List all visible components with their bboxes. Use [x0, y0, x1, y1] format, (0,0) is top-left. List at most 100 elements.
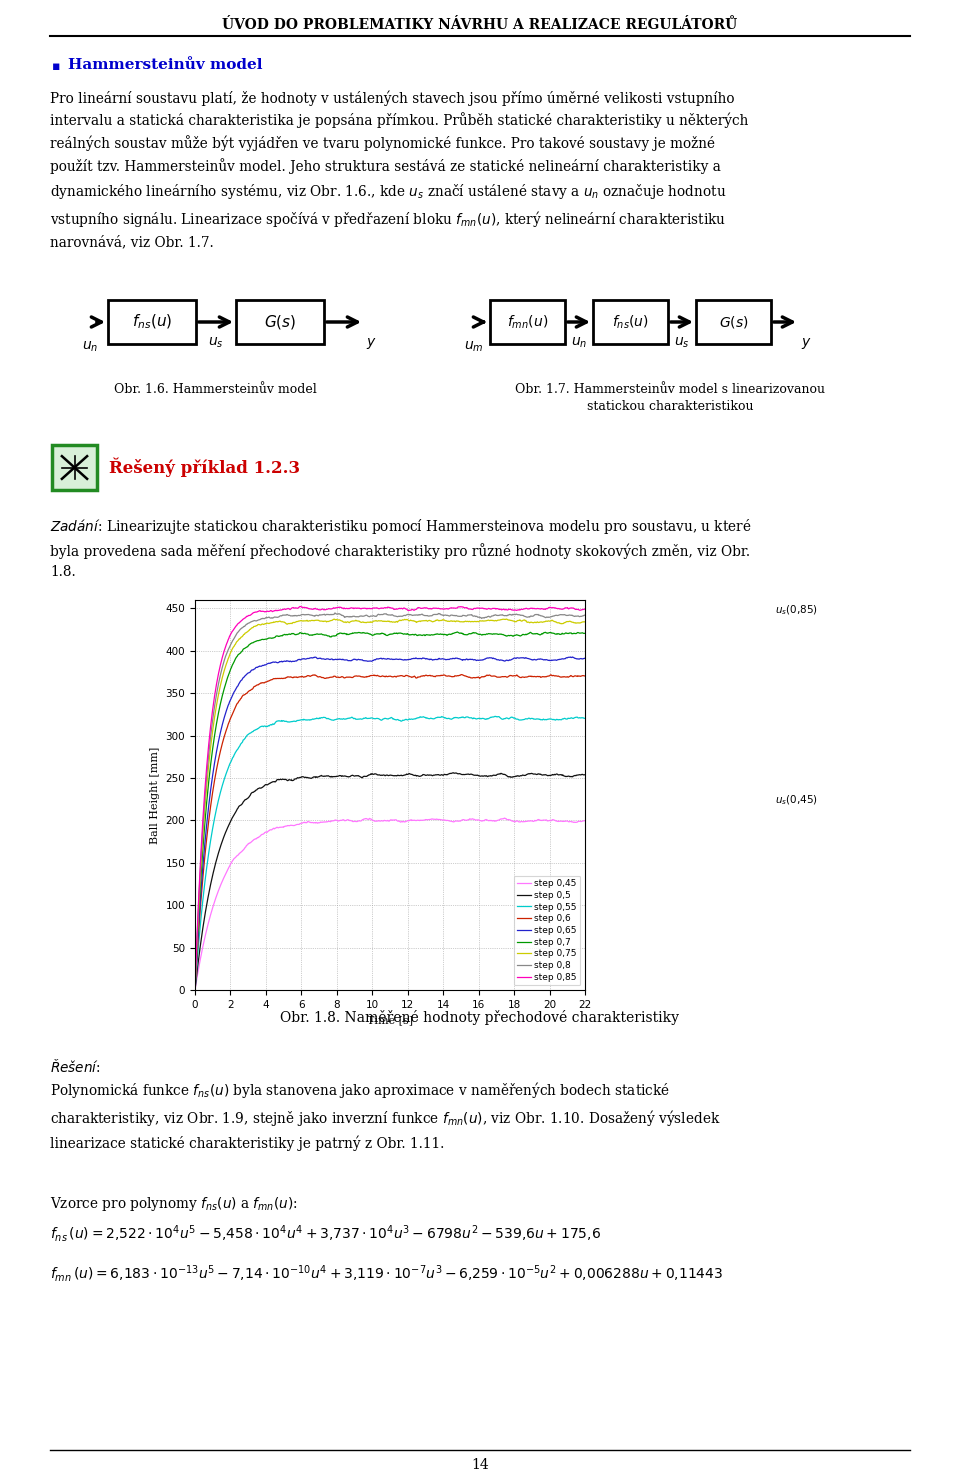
step 0,5 — [258, 777, 270, 794]
Line: step 0,8: step 0,8 — [195, 614, 585, 990]
step 0,45 — [449, 812, 461, 830]
step 0,45 — [189, 981, 201, 999]
Text: $u_n$: $u_n$ — [571, 336, 588, 350]
step 0,45 — [420, 811, 431, 828]
step 0,45 — [258, 824, 270, 842]
step 0,65 — [579, 649, 590, 667]
Text: 14: 14 — [471, 1458, 489, 1472]
Line: step 0,65: step 0,65 — [195, 657, 585, 990]
Text: $f_{ns}\,(u) = 2{,}522 \cdot 10^4 u^5 - 5{,}458 \cdot 10^4 u^4 + 3{,}737 \cdot 1: $f_{ns}\,(u) = 2{,}522 \cdot 10^4 u^5 - … — [50, 1223, 601, 1243]
step 0,8 — [189, 981, 201, 999]
step 0,55 — [366, 708, 377, 726]
step 0,8 — [329, 605, 341, 622]
step 0,45 — [290, 817, 301, 834]
Text: $f_{mn}\,(u) = 6{,}183 \cdot 10^{-13} u^5 - 7{,}14 \cdot 10^{-10} u^4 + 3{,}119 : $f_{mn}\,(u) = 6{,}183 \cdot 10^{-13} u^… — [50, 1263, 723, 1283]
step 0,7 — [366, 625, 377, 643]
step 0,65 — [566, 648, 578, 665]
step 0,85 — [420, 599, 431, 617]
step 0,7 — [484, 625, 495, 643]
step 0,5 — [366, 765, 377, 782]
step 0,85 — [367, 600, 378, 618]
step 0,6 — [366, 667, 377, 685]
step 0,5 — [189, 981, 201, 999]
Line: step 0,7: step 0,7 — [195, 631, 585, 990]
step 0,85 — [484, 600, 495, 618]
Text: Obr. 1.6. Hammersteinův model: Obr. 1.6. Hammersteinův model — [113, 382, 317, 396]
step 0,7 — [420, 627, 431, 645]
step 0,8 — [484, 608, 495, 625]
step 0,45 — [366, 811, 377, 828]
Text: $y$: $y$ — [801, 336, 812, 351]
Text: Pro lineární soustavu platí, že hodnoty v ustálených stavech jsou přímo úměrné v: Pro lineární soustavu platí, že hodnoty … — [50, 90, 749, 249]
step 0,85 — [258, 603, 270, 621]
Text: $u_n$: $u_n$ — [82, 339, 98, 354]
step 0,45 — [498, 809, 510, 827]
step 0,75 — [366, 614, 377, 631]
Text: ▪: ▪ — [52, 59, 60, 73]
Text: $f_{ns}(u)$: $f_{ns}(u)$ — [132, 313, 172, 330]
Text: $G(s)$: $G(s)$ — [719, 314, 748, 330]
Text: $\it{Zadání}$: Linearizujte statickou charakteristiku pomocí Hammersteinova mode: $\it{Zadání}$: Linearizujte statickou ch… — [50, 517, 752, 579]
Bar — [593, 299, 668, 344]
step 0,5 — [447, 763, 459, 781]
step 0,55 — [189, 981, 201, 999]
Bar — [696, 299, 771, 344]
Line: step 0,55: step 0,55 — [195, 716, 585, 990]
step 0,75 — [290, 614, 301, 631]
Legend: step 0,45, step 0,5, step 0,55, step 0,6, step 0,65, step 0,7, step 0,75, step 0: step 0,45, step 0,5, step 0,55, step 0,6… — [514, 876, 581, 986]
step 0,5 — [450, 765, 462, 782]
Bar — [236, 299, 324, 344]
step 0,6 — [456, 665, 468, 683]
step 0,6 — [258, 674, 270, 692]
Text: ÚVOD DO PROBLEMATIKY NÁVRHU A REALIZACE REGULÁTORŮ: ÚVOD DO PROBLEMATIKY NÁVRHU A REALIZACE … — [223, 18, 737, 33]
step 0,8 — [420, 606, 431, 624]
Text: $f_{mn}(u)$: $f_{mn}(u)$ — [507, 313, 548, 330]
step 0,8 — [290, 606, 301, 624]
step 0,55 — [258, 717, 270, 735]
Line: step 0,85: step 0,85 — [195, 606, 585, 990]
Text: Hammersteinův model: Hammersteinův model — [68, 58, 262, 73]
step 0,65 — [420, 649, 431, 667]
Text: Polynomická funkce $f_{ns}(u)$ byla stanovena jako aproximace v naměřených bodec: Polynomická funkce $f_{ns}(u)$ byla stan… — [50, 1080, 721, 1150]
Line: step 0,5: step 0,5 — [195, 772, 585, 990]
Text: Vzorce pro polynomy $f_{ns}(u)$ a $f_{mn}(u)$:: Vzorce pro polynomy $f_{ns}(u)$ a $f_{mn… — [50, 1194, 298, 1212]
Line: step 0,75: step 0,75 — [195, 619, 585, 990]
step 0,8 — [367, 608, 378, 625]
step 0,55 — [290, 713, 301, 731]
Text: $u_s$: $u_s$ — [208, 336, 224, 350]
step 0,5 — [579, 766, 590, 784]
step 0,5 — [290, 771, 301, 788]
step 0,45 — [483, 812, 494, 830]
step 0,8 — [450, 606, 462, 624]
Text: $u_s(0{,}85)$: $u_s(0{,}85)$ — [775, 603, 818, 617]
Y-axis label: Ball Height [mm]: Ball Height [mm] — [150, 747, 160, 843]
step 0,8 — [579, 606, 590, 624]
step 0,5 — [484, 768, 495, 785]
Line: step 0,6: step 0,6 — [195, 674, 585, 990]
step 0,85 — [290, 599, 301, 617]
step 0,85 — [579, 600, 590, 618]
step 0,75 — [420, 612, 431, 630]
Text: Obr. 1.8. Naměřené hodnoty přechodové charakteristiky: Obr. 1.8. Naměřené hodnoty přechodové ch… — [280, 1011, 680, 1026]
step 0,85 — [295, 597, 306, 615]
step 0,55 — [490, 707, 501, 725]
step 0,7 — [189, 981, 201, 999]
Text: $y$: $y$ — [366, 336, 376, 351]
step 0,55 — [483, 710, 494, 728]
Text: $G(s)$: $G(s)$ — [264, 313, 296, 330]
step 0,7 — [290, 625, 301, 643]
Bar — [52, 445, 97, 491]
Text: Řešený příklad 1.2.3: Řešený příklad 1.2.3 — [109, 458, 300, 477]
Text: $u_m$: $u_m$ — [465, 339, 484, 354]
step 0,6 — [189, 981, 201, 999]
Text: $u_s(0{,}45)$: $u_s(0{,}45)$ — [775, 793, 818, 806]
Text: $u_s$: $u_s$ — [674, 336, 690, 350]
step 0,5 — [420, 766, 431, 784]
Text: Obr. 1.7. Hammersteinův model s linearizovanou
statickou charakteristikou: Obr. 1.7. Hammersteinův model s lineariz… — [515, 382, 825, 413]
step 0,75 — [500, 611, 512, 628]
Bar — [490, 299, 565, 344]
step 0,65 — [290, 652, 301, 670]
step 0,65 — [449, 649, 461, 667]
step 0,7 — [258, 630, 270, 648]
step 0,7 — [449, 624, 461, 642]
